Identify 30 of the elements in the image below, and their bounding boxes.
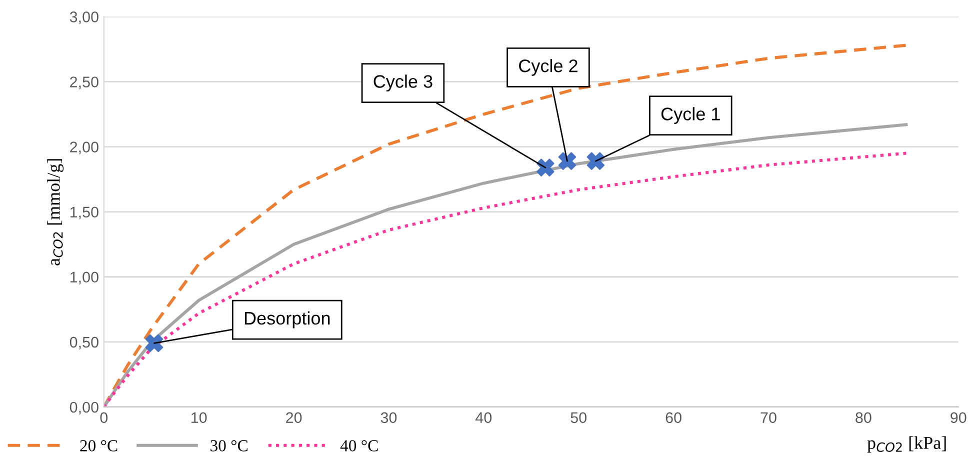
y-tick-label: 0,00 [70, 402, 98, 414]
x-tick-label: 10 [192, 412, 207, 424]
annotation: Cycle 1 [661, 107, 720, 124]
y-tick-label: 2,50 [70, 76, 98, 90]
point [558, 152, 576, 170]
point [586, 152, 605, 170]
x-tick-label: 50 [570, 412, 587, 424]
x-tick-label: 90 [950, 412, 966, 424]
x-tick-label: 60 [666, 412, 682, 424]
annotation: Cycle 2 [519, 58, 578, 76]
y-tick-label: 1,50 [70, 206, 98, 220]
point [145, 334, 164, 352]
x-tick-label: 0 [100, 412, 108, 424]
legend-label: 20 °C [80, 440, 118, 452]
y-tick-label: 3,00 [70, 12, 98, 24]
point [536, 158, 554, 176]
annotation: Desorption [244, 311, 330, 328]
y-axis-title: a$_{CO2}$ [mmol/g] [47, 159, 64, 266]
y-tick-label: 2,00 [70, 142, 98, 154]
annotation: Cycle 3 [374, 74, 432, 92]
x-tick-label: 80 [856, 412, 872, 424]
x-tick-label: 20 [286, 412, 302, 424]
legend-label: 40 °C [340, 440, 378, 452]
x-tick-label: 40 [476, 412, 492, 424]
legend-label: 30 °C [210, 440, 248, 452]
x-tick-label: 70 [760, 412, 776, 424]
x-axis-title: p$_{CO2}$ [kPa] [867, 436, 946, 453]
y-tick-label: 0,50 [70, 336, 98, 350]
y-tick-label: 1,00 [70, 272, 98, 284]
x-tick-label: 30 [380, 412, 397, 424]
